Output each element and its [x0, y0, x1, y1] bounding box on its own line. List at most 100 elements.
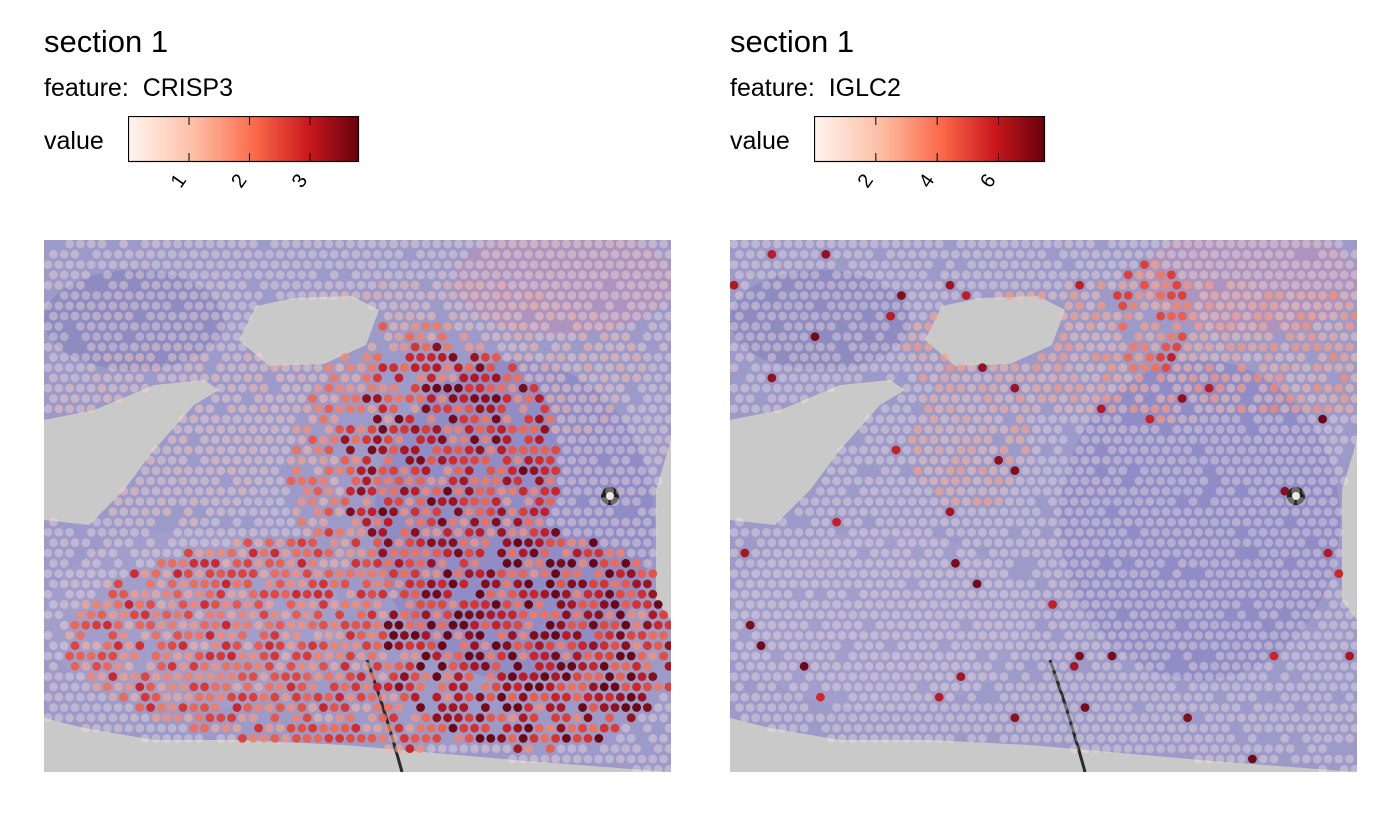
spot [778, 620, 787, 630]
spot [1102, 723, 1111, 733]
spot [859, 260, 868, 269]
spot [1140, 507, 1149, 517]
spot [1183, 734, 1192, 743]
spot [184, 486, 193, 496]
spot [1172, 240, 1182, 249]
spot [1302, 322, 1311, 331]
spot [1086, 486, 1095, 496]
spot [929, 394, 939, 403]
spot [103, 394, 112, 403]
spot [1345, 631, 1354, 640]
spot [1140, 651, 1149, 661]
colorbar [814, 116, 1046, 163]
spot [119, 528, 128, 537]
spot [232, 538, 242, 548]
spot [313, 383, 323, 393]
spot [799, 352, 809, 362]
spot [1280, 651, 1290, 661]
spot [194, 260, 204, 269]
spot [302, 589, 312, 599]
spot [329, 661, 339, 671]
spot [497, 589, 506, 599]
spot [567, 352, 577, 362]
spot [1107, 342, 1117, 352]
spot [961, 641, 971, 651]
spot [1053, 486, 1063, 496]
spot [562, 466, 571, 475]
spot [1350, 723, 1357, 733]
spot [1150, 363, 1160, 372]
spot [1329, 249, 1338, 259]
spot [1215, 260, 1225, 269]
spot [610, 311, 620, 321]
spot [254, 558, 263, 568]
spot [92, 600, 101, 609]
spot [124, 538, 134, 548]
spot [1075, 631, 1084, 640]
spot [81, 600, 91, 609]
spot [870, 692, 879, 702]
spot [497, 322, 506, 331]
spot [907, 661, 917, 671]
spot [1015, 661, 1025, 671]
spot [621, 703, 631, 712]
spot [924, 466, 933, 475]
spot [1059, 455, 1068, 465]
spot [1275, 538, 1284, 548]
spot [200, 703, 210, 712]
spot [735, 394, 744, 403]
spot [340, 558, 350, 568]
spot [448, 291, 458, 300]
spot [789, 352, 798, 362]
spot [281, 610, 290, 620]
spot [562, 734, 571, 743]
spot [988, 280, 998, 290]
spot [1140, 342, 1149, 352]
spot [270, 260, 280, 269]
spot [897, 311, 906, 321]
spot [227, 322, 237, 331]
spot [1221, 311, 1230, 321]
spot [1091, 435, 1101, 445]
spot [1350, 352, 1357, 362]
spot [1296, 311, 1306, 321]
spot [1118, 322, 1128, 331]
spot [1253, 270, 1263, 280]
spot [540, 692, 550, 702]
spot [1123, 600, 1133, 609]
spot [540, 445, 550, 455]
spot [508, 445, 517, 455]
spot [637, 672, 647, 681]
spot [1091, 332, 1101, 342]
spot [297, 641, 307, 651]
spot [400, 425, 409, 434]
spot [907, 600, 917, 609]
spot [59, 249, 69, 259]
spot [1042, 672, 1052, 681]
spot [1167, 455, 1176, 465]
spot [1069, 620, 1079, 630]
spot [578, 744, 587, 754]
spot [616, 383, 625, 393]
spot [929, 579, 939, 589]
spot [259, 610, 269, 620]
spot [151, 713, 161, 723]
spot [189, 373, 199, 383]
spot [200, 661, 210, 671]
spot [313, 528, 323, 537]
spot [49, 517, 58, 527]
spot [1026, 620, 1036, 630]
spot [594, 507, 604, 517]
spot [1145, 538, 1155, 548]
spot [1091, 394, 1101, 403]
spot [119, 301, 128, 311]
spot [367, 404, 377, 414]
spot [778, 538, 787, 548]
spot [886, 620, 895, 630]
spot [594, 486, 604, 496]
spot [205, 631, 215, 640]
spot [1302, 734, 1311, 743]
spot [578, 579, 587, 589]
spot [1021, 548, 1030, 558]
spot [583, 651, 593, 661]
